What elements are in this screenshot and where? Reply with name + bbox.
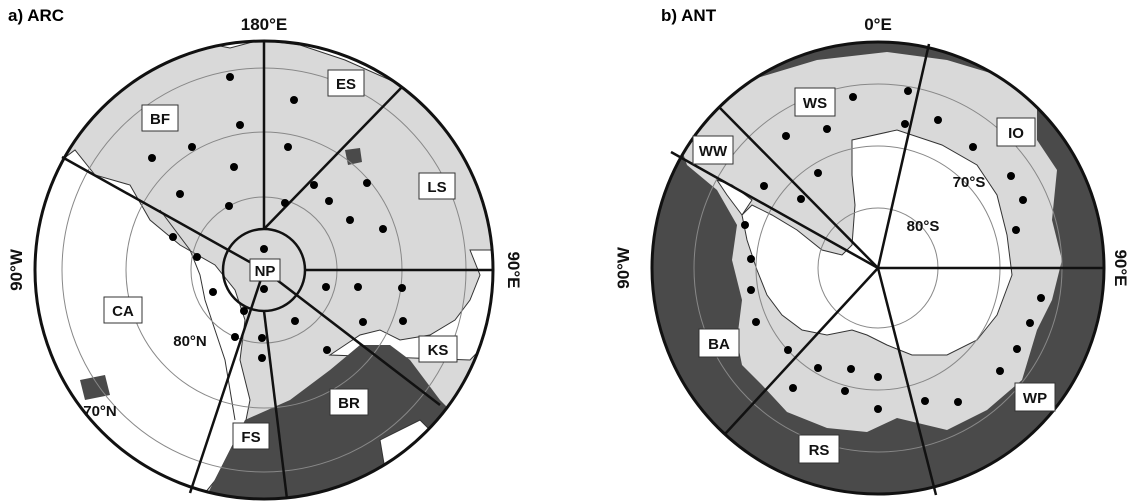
north-pole-region-boundary [221, 227, 307, 313]
lon-label-right: 90°E [504, 251, 523, 288]
region-rs: RS [798, 434, 840, 464]
panel-title-arc: a) ARC [8, 6, 65, 25]
svg-text:WS: WS [803, 95, 827, 112]
svg-text:KS: KS [428, 342, 449, 359]
region-ks: KS [418, 335, 458, 363]
sample-points [741, 87, 1045, 413]
svg-text:ES: ES [336, 76, 356, 93]
lon-label-top: 180°E [241, 15, 288, 34]
region-br: BR [329, 388, 369, 416]
lat-label-80s: 80°S [907, 218, 940, 235]
region-es: ES [327, 69, 365, 97]
sample-points [148, 73, 407, 362]
region-bf: BF [141, 104, 179, 132]
lon-label-left: 90°W [614, 246, 633, 289]
svg-text:LS: LS [427, 179, 446, 196]
svg-text:WP: WP [1023, 390, 1047, 407]
panel-title-ant: b) ANT [661, 6, 717, 25]
lat-label-70n: 70°N [83, 403, 117, 420]
map-outline [650, 40, 1106, 496]
svg-text:IO: IO [1008, 125, 1024, 142]
svg-text:RS: RS [809, 442, 830, 459]
region-np: NP [249, 258, 281, 282]
land-antarctica [741, 129, 1013, 356]
region-ws: WS [794, 87, 836, 117]
svg-text:BR: BR [338, 395, 360, 412]
region-fs: FS [232, 422, 270, 450]
svg-text:WW: WW [699, 143, 728, 160]
region-io: IO [996, 117, 1036, 147]
svg-text:CA: CA [112, 303, 134, 320]
map-outline [33, 39, 495, 501]
svg-text:NP: NP [255, 263, 276, 280]
lon-label-top: 0°E [864, 15, 892, 34]
lon-label-right: 90°E [1111, 249, 1130, 286]
arctic-panel: a) ARC [7, 6, 523, 501]
region-ba: BA [698, 328, 740, 358]
region-wp: WP [1014, 382, 1056, 412]
svg-text:FS: FS [241, 429, 260, 446]
region-ls: LS [418, 172, 456, 200]
lon-label-left: 90°W [7, 248, 26, 291]
region-ww: WW [692, 135, 734, 165]
svg-text:BA: BA [708, 336, 730, 353]
region-ca: CA [103, 296, 143, 324]
svg-text:BF: BF [150, 111, 170, 128]
arctic-map: NP ES BF LS CA KS BR FS 1 [7, 15, 523, 501]
antarctic-panel: b) ANT [567, 0, 1134, 501]
lat-label-80n: 80°N [173, 333, 207, 350]
antarctic-map: WS IO WW BA RS WP 0°E 90°W 90°E 70°S 80°… [614, 15, 1130, 496]
lat-label-70s: 70°S [953, 174, 986, 191]
